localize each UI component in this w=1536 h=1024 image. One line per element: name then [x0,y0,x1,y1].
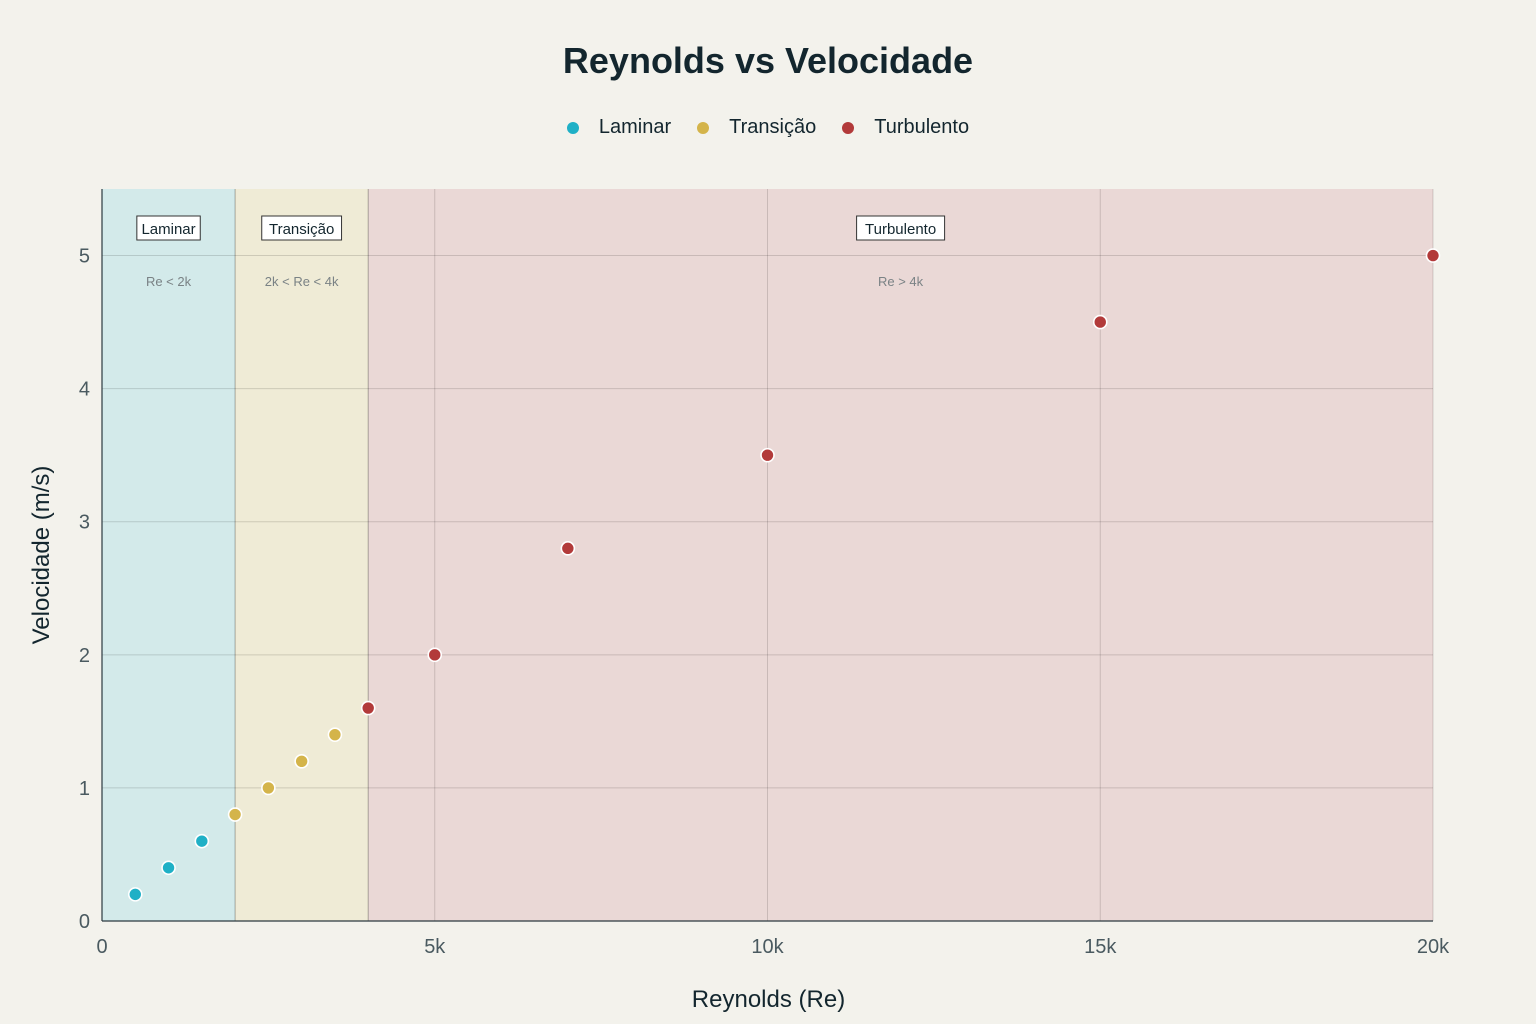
y-tick-label-5: 5 [79,246,90,268]
data-point-transio-0 [227,807,243,822]
legend-label-turbulento: Turbulento [874,116,970,138]
region-sublabel-1: 2k < Re < 4k [265,274,339,289]
legend-swatch-turbulento [842,121,855,134]
region-0 [102,189,236,921]
data-point-transio-2 [294,753,309,769]
x-tick-label-3: 15k [1084,936,1117,958]
data-point-laminar-2 [194,833,210,849]
chart-title: Reynolds vs Velocidade [562,40,974,81]
legend-swatch-transicao [697,121,710,134]
region-sublabel-0: Re < 2k [146,274,192,289]
data-point-turbulento-5 [1425,248,1441,263]
legend-item-laminar[interactable]: Laminar [566,116,672,139]
data-point-turbulento-0 [360,700,376,716]
region-2 [368,189,1434,921]
x-axis-label: Reynolds (Re) [692,986,845,1013]
data-point-turbulento-1 [427,647,443,663]
x-tick-label-0: 0 [96,936,107,958]
region-sublabel-2: Re > 4k [878,274,924,289]
data-point-laminar-0 [127,887,143,902]
y-tick-label-1: 1 [79,778,90,800]
y-tick-label-0: 0 [79,911,90,933]
legend-label-laminar: Laminar [598,116,672,138]
y-axis-label: Velocidade (m/s) [28,466,55,645]
legend-label-transicao: Transição [729,116,817,138]
region-label-box-0 [136,215,201,241]
x-tick-label-1: 5k [424,936,446,958]
data-point-turbulento-2 [560,541,576,556]
data-point-laminar-1 [161,860,176,876]
data-point-transio-3 [327,727,343,742]
x-tick-label-2: 10k [751,936,784,958]
y-tick-label-3: 3 [79,512,90,534]
legend-item-turbulento[interactable]: Turbulento [842,116,969,139]
legend-swatch-laminar [566,121,579,134]
region-label-2: Turbulento [865,221,936,238]
y-tick-label-2: 2 [79,645,90,667]
x-tick-label-4: 20k [1417,936,1450,958]
data-point-transio-1 [261,780,276,796]
legend: Laminar Transição Turbulento [0,116,1536,139]
region-1 [235,189,369,921]
data-point-turbulento-3 [760,447,775,463]
region-label-box-2 [856,215,946,241]
region-label-1: Transição [269,221,334,238]
region-label-0: Laminar [141,221,195,238]
y-tick-label-4: 4 [79,379,90,401]
region-label-box-1 [261,215,343,241]
data-point-turbulento-4 [1092,314,1108,330]
legend-item-transicao[interactable]: Transição [697,116,816,139]
